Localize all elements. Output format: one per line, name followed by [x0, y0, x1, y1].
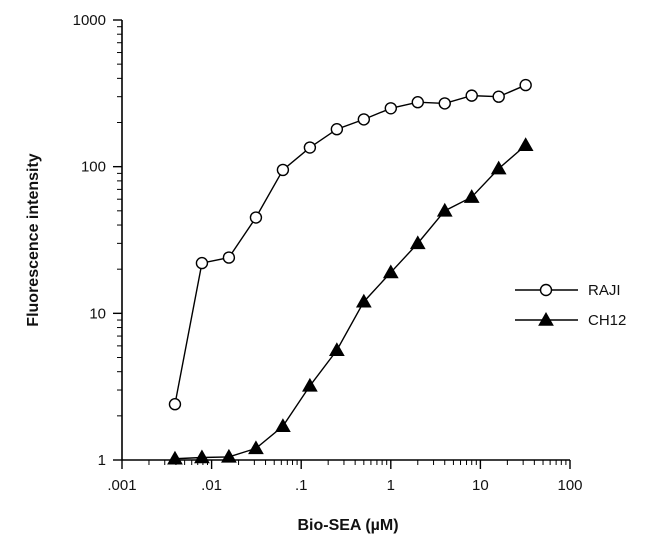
data-point-ch12: [194, 449, 210, 464]
data-point-raji: [465, 89, 478, 102]
data-point-raji: [384, 102, 397, 115]
axes: .001 .01 .1 1 10 100 1 10 100 1000: [73, 12, 583, 494]
data-point-ch12: [355, 293, 372, 308]
data-point-ch12: [463, 189, 480, 203]
x-tick-label: .001: [107, 477, 136, 494]
legend-label-ch12: CH12: [588, 312, 626, 329]
x-tick-label: 10: [472, 477, 489, 494]
data-point-ch12: [382, 264, 399, 279]
data-point-ch12: [221, 448, 237, 463]
data-point-raji: [168, 398, 182, 411]
series-layer: [167, 78, 534, 465]
data-point-ch12: [275, 418, 291, 432]
x-axis-title: Bio-SEA (µM): [297, 517, 398, 534]
data-point-raji: [438, 97, 451, 110]
legend-marker-raji: [539, 283, 553, 297]
data-point-raji: [357, 113, 371, 126]
x-tick-label: .01: [201, 477, 222, 494]
x-tick-label: 1: [387, 477, 395, 494]
data-point-raji: [411, 96, 424, 109]
data-point-ch12: [490, 160, 507, 175]
y-tick-label: 100: [81, 159, 106, 176]
legend-marker-ch12: [538, 311, 554, 326]
data-point-ch12: [409, 235, 426, 250]
data-point-raji: [492, 90, 505, 103]
data-point-ch12: [517, 137, 534, 151]
data-point-raji: [303, 141, 317, 154]
data-point-ch12: [167, 450, 183, 465]
series-line-raji: [174, 84, 526, 405]
data-point-raji: [519, 78, 532, 92]
y-tick-label: 1000: [73, 12, 106, 29]
y-tick-label: 1: [98, 452, 106, 469]
data-point-ch12: [328, 342, 345, 357]
y-axis-title: Fluorescence intensity: [25, 153, 42, 326]
legend-label-raji: RAJI: [588, 282, 621, 299]
data-point-raji: [276, 163, 290, 177]
series-ch12: [167, 137, 534, 465]
data-point-raji: [195, 256, 209, 270]
data-point-ch12: [248, 440, 264, 455]
y-tick-label: 10: [89, 305, 106, 322]
data-point-ch12: [436, 202, 453, 217]
x-tick-label: 100: [557, 477, 582, 494]
data-point-raji: [330, 123, 344, 136]
data-point-raji: [222, 251, 236, 264]
data-point-raji: [249, 211, 263, 224]
legend: RAJI CH12: [515, 282, 626, 329]
data-point-ch12: [302, 377, 318, 392]
x-tick-label: .1: [295, 477, 308, 494]
series-raji: [168, 78, 532, 411]
